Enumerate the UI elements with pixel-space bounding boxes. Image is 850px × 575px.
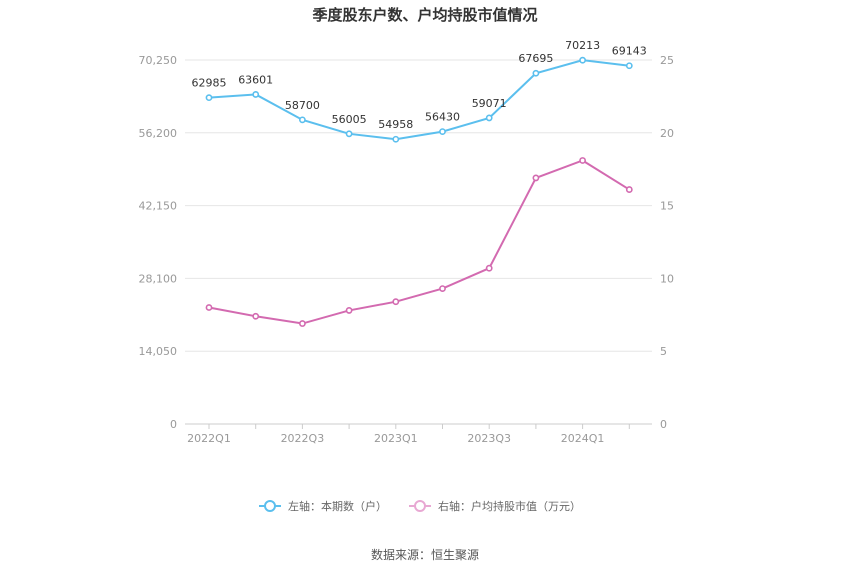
data-point[interactable] — [298, 116, 306, 124]
data-point[interactable] — [625, 62, 633, 70]
legend: 左轴：本期数（户） 右轴：户均持股市值（万元） — [259, 499, 581, 513]
series-lines — [208, 59, 630, 325]
data-point[interactable] — [298, 320, 306, 327]
right-axis: 0 5 10 15 20 25 — [660, 54, 674, 431]
right-tick-label: 10 — [660, 272, 674, 285]
x-axis: 2022Q1 2022Q3 2023Q1 2023Q3 2024Q1 — [187, 424, 630, 445]
series-line-1 — [208, 159, 630, 325]
data-point[interactable] — [439, 285, 446, 292]
legend-item-avg-value[interactable]: 右轴：户均持股市值（万元） — [409, 499, 581, 513]
left-tick-label: 42,150 — [139, 200, 178, 213]
left-axis: 0 14,050 28,100 42,150 56,200 70,250 — [139, 54, 178, 431]
right-tick-label: 20 — [660, 127, 674, 140]
x-tick-label: 2022Q1 — [187, 432, 231, 445]
data-point[interactable] — [252, 312, 260, 320]
right-tick-label: 15 — [660, 200, 674, 213]
data-point[interactable] — [532, 69, 540, 77]
data-label: 58700 — [285, 99, 320, 112]
series-points — [205, 56, 633, 327]
legend-item-households[interactable]: 左轴：本期数（户） — [259, 499, 387, 513]
chart-title: 季度股东户数、户均持股市值情况 — [312, 6, 537, 24]
data-label: 56005 — [332, 113, 367, 126]
data-point[interactable] — [392, 298, 400, 306]
data-point[interactable] — [205, 94, 213, 102]
left-tick-label: 70,250 — [139, 54, 178, 67]
series-line-0 — [208, 59, 630, 141]
legend-label-households: 左轴：本期数（户） — [288, 499, 387, 513]
data-point[interactable] — [392, 135, 400, 143]
legend-label-avg-value: 右轴：户均持股市值（万元） — [438, 499, 581, 513]
data-point[interactable] — [345, 307, 353, 314]
data-label: 69143 — [612, 45, 647, 58]
data-label: 59071 — [472, 97, 507, 110]
left-tick-label: 14,050 — [139, 345, 178, 358]
data-point[interactable] — [579, 56, 586, 64]
data-point[interactable] — [345, 130, 353, 138]
left-tick-label: 28,100 — [139, 272, 178, 285]
data-label: 70213 — [565, 39, 600, 52]
legend-marker-avg-value — [414, 500, 426, 512]
source-note: 数据来源：恒生聚源 — [371, 547, 479, 562]
x-tick-label: 2024Q1 — [561, 432, 605, 445]
data-label: 63601 — [238, 73, 273, 86]
data-point[interactable] — [532, 174, 540, 182]
right-tick-label: 0 — [660, 418, 667, 431]
data-label: 62985 — [192, 77, 227, 90]
data-point[interactable] — [579, 157, 586, 164]
data-point[interactable] — [205, 304, 213, 311]
x-tick-label: 2023Q1 — [374, 432, 418, 445]
right-tick-label: 25 — [660, 54, 674, 67]
left-tick-label: 56,200 — [139, 127, 178, 140]
right-tick-label: 5 — [660, 345, 667, 358]
data-point[interactable] — [439, 128, 446, 136]
x-tick-label: 2023Q3 — [467, 432, 511, 445]
data-label: 54958 — [378, 118, 413, 131]
x-tick-label: 2022Q3 — [281, 432, 325, 445]
data-labels: 62985 63601 58700 56005 54958 56430 59071 67695… — [192, 39, 647, 131]
data-label: 67695 — [518, 52, 553, 65]
data-point[interactable] — [252, 91, 260, 98]
left-tick-label: 0 — [170, 418, 177, 431]
data-point[interactable] — [625, 186, 633, 193]
grid-lines — [185, 59, 652, 425]
data-point[interactable] — [485, 114, 493, 122]
legend-marker-households — [264, 500, 276, 512]
data-point[interactable] — [485, 264, 493, 272]
data-label: 56430 — [425, 111, 460, 124]
